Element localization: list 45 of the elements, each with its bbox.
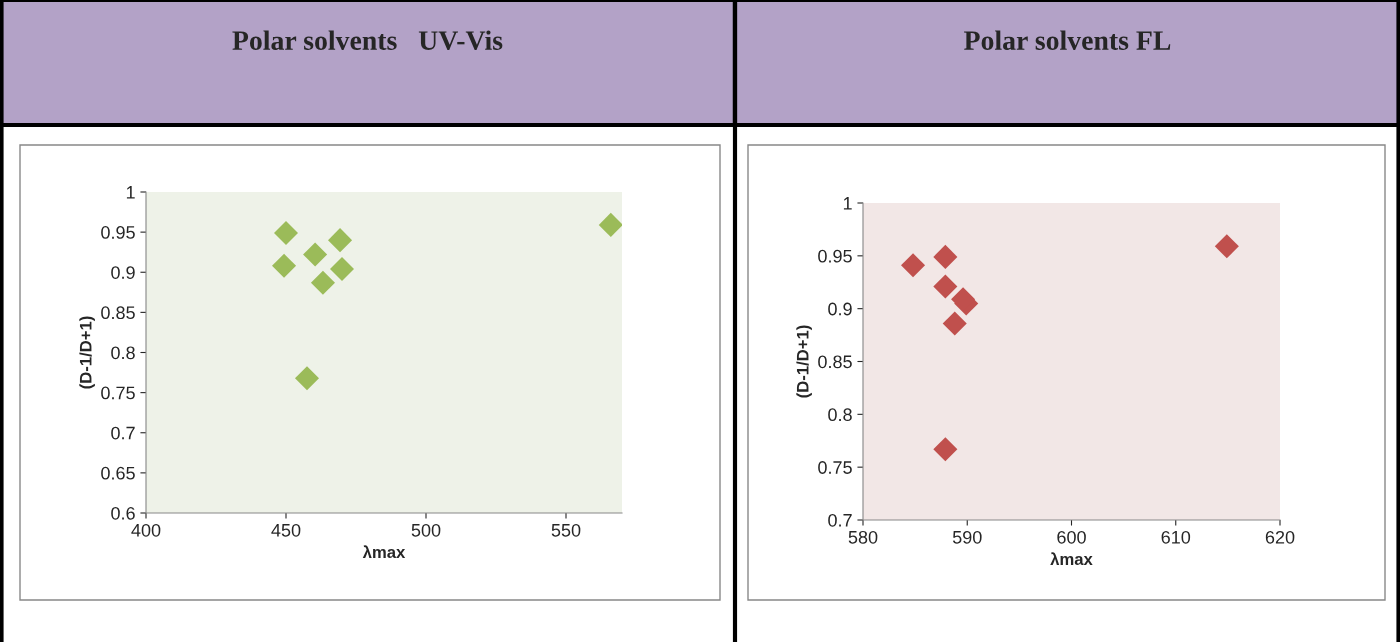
point [273,220,299,245]
y-tick-label: 0.8 [111,346,135,360]
x-axis-title: λmax [1050,552,1093,566]
x-tick-label: 600 [1057,530,1086,544]
x-tick-label: 550 [551,523,581,537]
x-axis-title: λmax [362,545,406,559]
y-tick-label: 0.85 [818,355,852,369]
y-tick-label: 0.75 [818,461,852,474]
y-axis-title: (D-1/D+1) [79,316,95,389]
y-tick-label: 0.7 [828,513,852,527]
point [933,274,958,299]
point [598,212,622,237]
chart-title: Polar solvents FL [964,30,1171,50]
x-tick-label: 500 [411,523,441,537]
x-tick-label: 580 [848,530,878,544]
chart-title: Polar solvents UV-Vis [232,30,503,51]
y-axis-title: (D-1/D+1) [796,325,812,398]
point [328,228,353,253]
point [294,366,320,391]
x-tick-label: 450 [271,523,301,537]
y-tick-label: 0.8 [828,408,852,422]
point [933,437,958,462]
point [1214,234,1239,259]
y-tick-label: 0.7 [111,426,135,440]
point [933,244,958,269]
y-tick-label: 0.9 [828,302,852,316]
y-tick-label: 0.9 [111,266,135,279]
y-tick-label: 1 [843,197,852,210]
y-tick-label: 1 [126,186,135,199]
x-tick-label: 400 [131,523,161,537]
y-tick-label: 0.85 [101,306,135,320]
point [942,311,967,336]
x-tick-label: 610 [1161,530,1191,544]
point [272,253,297,278]
y-tick-label: 0.75 [101,386,135,400]
point [303,242,328,267]
y-tick-label: 0.65 [101,466,135,480]
point [310,270,335,295]
y-tick-label: 0.95 [101,226,135,239]
y-tick-label: 0.95 [818,249,852,263]
point [901,253,926,278]
y-tick-label: 0.6 [111,506,135,520]
x-tick-label: 590 [952,530,982,544]
point [329,257,355,282]
x-tick-label: 620 [1265,530,1295,544]
